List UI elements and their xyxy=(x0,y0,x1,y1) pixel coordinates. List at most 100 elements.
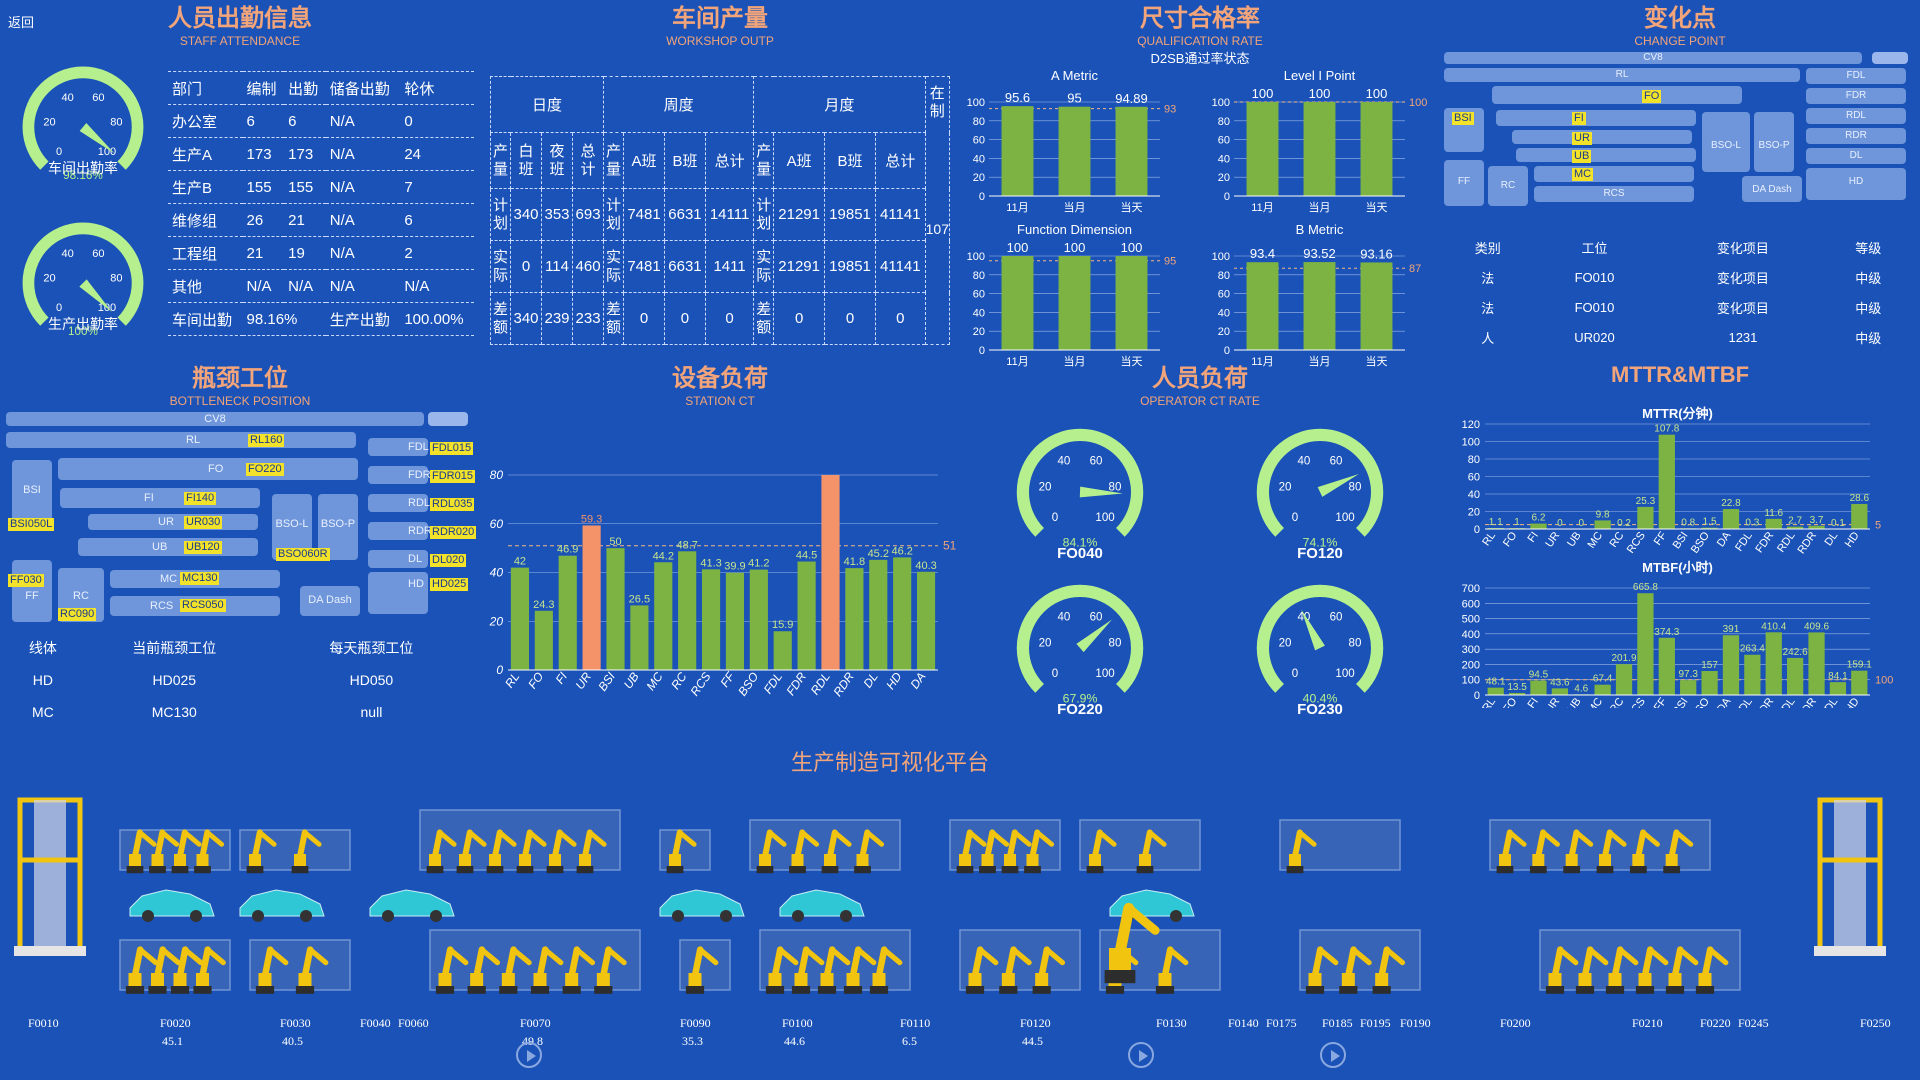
wip-value: 107 xyxy=(925,221,949,237)
bar-value: 665.8 xyxy=(1633,582,1658,593)
target-label: 100 xyxy=(1875,675,1893,687)
robot-arm-icon xyxy=(965,946,999,994)
chart-title: Function Dimension xyxy=(1017,222,1132,237)
robot-body xyxy=(533,973,547,986)
ub-block xyxy=(1516,148,1696,162)
robot-base xyxy=(756,866,774,874)
bottleneck-layout-map: CV8 RL RL160 FDL FDL015 FO FO220 FDR FDR… xyxy=(4,410,477,630)
x-tick: RCS xyxy=(688,670,714,699)
wip-cell: 在制 107 xyxy=(924,76,951,345)
bar xyxy=(606,548,625,670)
x-tick: FO xyxy=(1501,695,1520,708)
robot-forearm xyxy=(542,947,564,966)
x-tick: 11月 xyxy=(1006,356,1028,368)
robot-body xyxy=(579,854,591,866)
x-tick: UR xyxy=(1543,696,1562,708)
robot-arm-icon xyxy=(843,946,877,994)
cell: 生产A xyxy=(168,137,243,171)
x-tick: MC xyxy=(1585,696,1605,708)
robot-body xyxy=(489,854,501,866)
back-button[interactable]: 返回 xyxy=(8,15,35,30)
bar-value: 44.2 xyxy=(653,550,674,562)
ur-block: UR xyxy=(88,514,258,530)
robot-body xyxy=(549,854,561,866)
station-ct-value: 35.3 xyxy=(682,1034,703,1048)
x-tick: HD xyxy=(883,669,905,692)
y-tick: 0 xyxy=(979,345,985,357)
row-key: 计划 xyxy=(492,196,508,232)
y-tick: 40 xyxy=(1468,489,1480,501)
robot-arm-icon xyxy=(426,829,457,874)
cell: N/A xyxy=(400,269,474,303)
robot-arm xyxy=(154,829,166,860)
robot-arm-icon xyxy=(1155,946,1189,994)
bar-value: 107.8 xyxy=(1654,424,1679,435)
rl-block: RL xyxy=(1444,68,1800,82)
robot-arm-icon xyxy=(516,829,547,874)
y-tick: 300 xyxy=(1462,644,1480,656)
bar-value: 374.3 xyxy=(1654,627,1679,638)
gauge-value: 98.16% xyxy=(63,169,103,182)
gauge-caption: FO040 xyxy=(1057,545,1103,560)
robot-body xyxy=(1004,854,1016,866)
sub-header: 产量 xyxy=(492,142,508,178)
cell: 1231 xyxy=(1728,329,1758,345)
robot-base xyxy=(291,866,309,874)
play-button[interactable] xyxy=(516,1042,542,1068)
x-tick: 当天 xyxy=(1121,200,1143,214)
robot-arm-icon xyxy=(467,946,501,994)
robot-forearm xyxy=(1674,830,1694,847)
rdr-tag: RDR020 xyxy=(430,526,477,539)
robot-arm xyxy=(1292,829,1303,860)
x-tick: RL xyxy=(1480,530,1498,548)
bar xyxy=(1530,680,1547,695)
bar-value: 94.5 xyxy=(1529,670,1549,681)
cell: 21291 xyxy=(773,188,826,241)
robot-arm-icon xyxy=(170,946,204,994)
bar xyxy=(1001,106,1034,196)
gauge-needle xyxy=(1076,619,1113,653)
bar xyxy=(773,631,792,670)
robot-arm xyxy=(1378,946,1391,979)
car-shell xyxy=(239,889,325,917)
target-label: 87 xyxy=(1409,263,1421,275)
row-key: 实际 xyxy=(756,248,772,284)
robot-arm-icon xyxy=(1663,829,1694,874)
robot-base xyxy=(546,866,564,874)
group-header-month: 月度 xyxy=(753,76,926,133)
bar-value: 95 xyxy=(1067,91,1081,106)
y-tick: 20 xyxy=(973,326,985,338)
robot-arm-icon xyxy=(979,829,1010,874)
bar xyxy=(1615,664,1633,695)
y-tick: 120 xyxy=(1462,419,1480,431)
gauge-tick-label: 0 xyxy=(56,302,62,314)
gauge-needle xyxy=(1317,473,1359,497)
robot-arm-icon xyxy=(255,946,289,994)
cell: UR020 xyxy=(1574,329,1615,345)
robot-body xyxy=(1341,973,1355,986)
bar-value: 13.5 xyxy=(1507,682,1527,693)
header-cell: 出勤 xyxy=(284,71,326,105)
bar xyxy=(1508,692,1526,695)
play-button[interactable] xyxy=(1128,1042,1154,1068)
robot-forearm xyxy=(767,830,787,847)
robot-arm-icon xyxy=(1605,946,1639,994)
play-button[interactable] xyxy=(1320,1042,1346,1068)
robot-arm-icon xyxy=(1024,829,1055,874)
bar xyxy=(1360,102,1393,196)
mttr-chart: MTTR(分钟)02040608010012051.1RL1FO6.2FI0UR… xyxy=(1462,406,1881,554)
gauge-tick-label: 20 xyxy=(43,273,55,285)
x-tick: BSO xyxy=(735,670,761,699)
station-label: F0090 xyxy=(680,1016,711,1030)
cell: 变化项目 xyxy=(1716,270,1769,286)
robot-body xyxy=(1632,854,1645,866)
cell: 变化项目 xyxy=(1716,300,1769,316)
car-wheel xyxy=(840,910,852,922)
bar-value: 3.7 xyxy=(1810,515,1824,526)
cell: 中级 xyxy=(1855,330,1882,346)
robot-arm xyxy=(261,946,274,979)
robot-base xyxy=(1529,866,1547,874)
quality-chart-a-metric: A Metric 0 20 40 60 80 100 93 95.6 11月 95 当月 94.89 当天 xyxy=(967,68,1177,214)
robot-forearm xyxy=(159,830,180,847)
cell: 41141 xyxy=(874,188,926,241)
